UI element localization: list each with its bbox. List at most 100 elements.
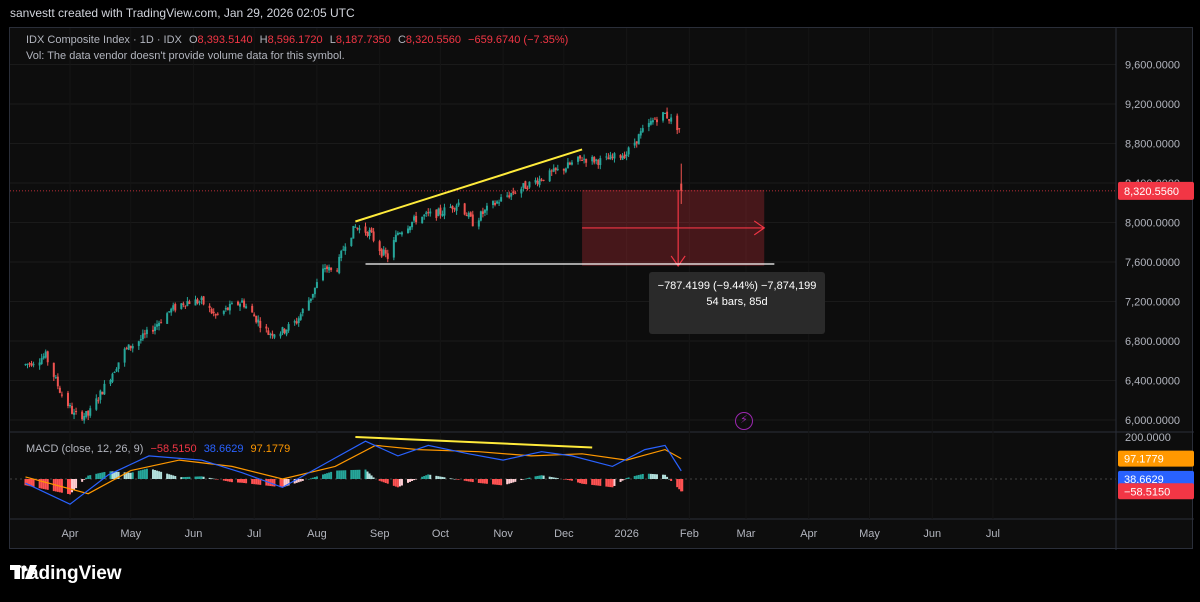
macd-histogram-bar	[562, 479, 565, 480]
macd-histogram-bar	[95, 473, 98, 479]
macd-histogram-bar	[668, 478, 671, 480]
candle-body	[172, 305, 175, 310]
macd-histogram-bar	[378, 479, 381, 481]
candle-body	[297, 318, 300, 324]
candle-body	[143, 333, 146, 335]
macd-histogram-bar	[336, 470, 339, 479]
candle-body	[336, 270, 339, 272]
candle-body	[483, 209, 486, 213]
candle-body	[184, 305, 187, 307]
candle-body	[170, 308, 173, 313]
macd-histogram-bar	[208, 477, 211, 479]
macd-histogram-bar	[372, 477, 375, 479]
macd-histogram-bar	[352, 469, 355, 479]
candle-body	[216, 313, 219, 315]
macd-histogram-bar	[627, 477, 630, 479]
macd-histogram-bar	[552, 477, 555, 479]
macd-histogram-bar	[625, 477, 628, 479]
macd-histogram-bar	[166, 473, 169, 479]
macd-histogram-bar	[439, 476, 442, 479]
candle-body	[398, 233, 401, 235]
candle-body	[548, 170, 551, 182]
candle-body	[307, 300, 310, 311]
macd-histogram-bar	[510, 479, 513, 484]
macd-histogram-bar	[400, 479, 403, 486]
candle-body	[522, 183, 525, 188]
candle-body	[350, 237, 353, 246]
candle-body	[85, 411, 88, 417]
macd-histogram-bar	[26, 479, 29, 486]
candle-body	[208, 305, 211, 308]
macd-histogram-bar	[425, 475, 428, 479]
macd-histogram-bar	[386, 479, 389, 484]
macd-histogram-bar	[180, 477, 183, 479]
chart-frame[interactable]: 9,600.00009,200.00008,800.00008,400.0000…	[9, 27, 1194, 550]
candle-body	[512, 191, 515, 194]
macd-histogram-bar	[350, 470, 353, 479]
macd-histogram-bar	[338, 470, 341, 479]
candle-body	[494, 202, 497, 205]
macd-histogram-bar	[611, 479, 614, 488]
candle-body	[56, 376, 59, 387]
candle-body	[625, 154, 628, 157]
macd-histogram-bar	[184, 476, 187, 479]
candle-body	[44, 351, 47, 358]
candle-body	[392, 240, 395, 258]
tradingview-brand[interactable]: TradingView	[10, 563, 122, 585]
time-tick-label: Apr	[800, 528, 817, 540]
macd-histogram-bar	[392, 479, 395, 486]
candle-body	[330, 267, 333, 270]
candle-body	[328, 267, 331, 271]
macd-histogram-bar	[24, 479, 27, 486]
candle-body	[524, 181, 527, 189]
price-chart-svg[interactable]: 9,600.00009,200.00008,800.00008,400.0000…	[10, 28, 1194, 550]
candle-body	[103, 383, 106, 395]
macd-histogram-bar	[324, 473, 327, 479]
macd-histogram-bar	[89, 475, 92, 479]
price-tick-label: 7,600.0000	[1125, 257, 1180, 269]
macd-histogram-bar	[66, 479, 69, 494]
candle-body	[60, 394, 63, 396]
candle-body	[243, 300, 246, 308]
candle-body	[168, 311, 171, 313]
candle-body	[481, 211, 484, 215]
candle-body	[449, 206, 452, 208]
candle-body	[400, 232, 403, 235]
candle-body	[354, 226, 357, 228]
macd-histogram-bar	[421, 476, 424, 479]
candle-body	[528, 181, 531, 188]
macd-histogram-bar	[500, 479, 503, 486]
candle-body	[364, 226, 367, 233]
lightning-icon[interactable]: ⚡	[735, 412, 753, 430]
macd-histogram-bar	[299, 479, 302, 482]
macd-histogram-bar	[429, 474, 432, 479]
last-price-label: 8,320.5560	[1124, 186, 1179, 198]
macd-histogram-bar	[194, 476, 197, 479]
macd-histogram-bar	[639, 474, 642, 479]
macd-histogram-bar	[538, 475, 541, 479]
candle-body	[283, 328, 286, 333]
macd-histogram-bar	[145, 468, 148, 479]
candle-body	[542, 179, 545, 181]
measure-change-text: −787.4199 (−9.44%) −7,874,199	[657, 280, 817, 292]
price-tick-label: 9,200.0000	[1125, 99, 1180, 111]
candle-body	[267, 330, 270, 335]
macd-last-histogram-bar	[680, 479, 684, 492]
macd-histogram-bar	[214, 479, 217, 480]
macd-histogram-bar	[479, 479, 482, 484]
macd-histogram-bar	[599, 479, 602, 486]
candle-body	[465, 214, 468, 217]
candle-body	[627, 147, 630, 155]
candle-body	[198, 301, 201, 303]
candle-body	[463, 203, 466, 215]
macd-histogram-bar	[465, 479, 468, 482]
macd-histogram-bar	[301, 479, 304, 481]
macd-histogram-bar	[97, 473, 100, 479]
candle-body	[71, 405, 74, 414]
candle-body	[301, 308, 304, 314]
measure-arrowhead-down	[670, 255, 686, 267]
macd-histogram-bar	[328, 472, 331, 479]
macd-histogram-bar	[123, 472, 126, 479]
time-tick-label: Jul	[247, 528, 261, 540]
macd-histogram-bar	[129, 472, 132, 479]
